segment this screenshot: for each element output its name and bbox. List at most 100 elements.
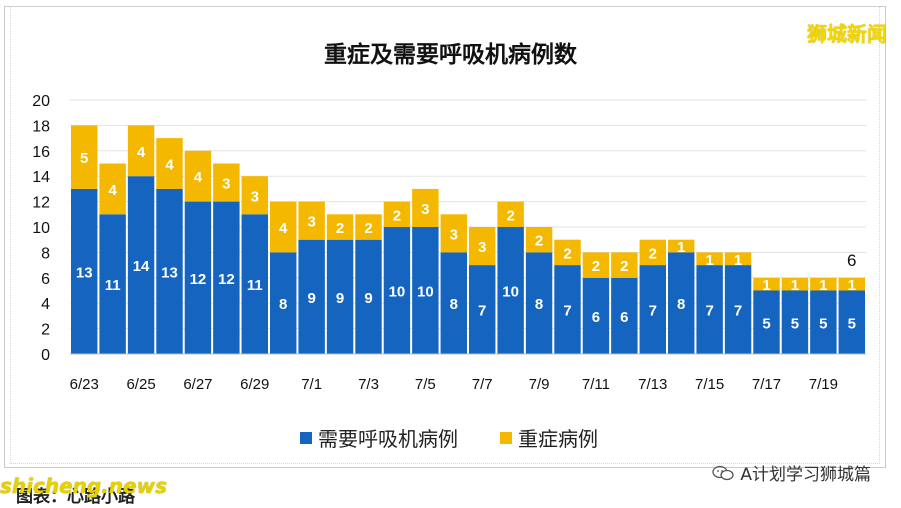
data-label-severe: 2 xyxy=(649,245,657,262)
bar-severe xyxy=(213,163,240,202)
bar-severe xyxy=(611,252,638,278)
data-label-severe: 3 xyxy=(222,176,230,193)
data-label-severe: 2 xyxy=(506,207,514,224)
bar-resp xyxy=(810,290,837,354)
legend: 需要呼吸机病例 重症病例 xyxy=(300,423,640,452)
bar-resp xyxy=(127,176,155,354)
y-tick-label: 8 xyxy=(41,245,50,262)
bar-severe xyxy=(156,138,183,189)
data-label-severe: 2 xyxy=(336,220,344,237)
x-tick-label: 6/29 xyxy=(240,376,269,393)
y-tick-label: 2 xyxy=(41,322,50,339)
bar-resp xyxy=(156,188,183,354)
y-tick-label: 6 xyxy=(41,271,50,288)
data-label-resp: 12 xyxy=(218,271,235,288)
data-label-resp: 8 xyxy=(450,296,458,313)
data-label-resp: 5 xyxy=(819,315,827,332)
bar-resp xyxy=(241,214,268,354)
y-tick-label: 18 xyxy=(32,118,50,135)
x-tick-label: 7/3 xyxy=(358,376,379,393)
bar-severe xyxy=(639,239,666,266)
bar-severe xyxy=(355,214,382,240)
data-label-resp: 12 xyxy=(190,271,207,288)
data-label-severe: 1 xyxy=(762,277,770,294)
data-label-severe: 1 xyxy=(848,277,856,294)
bar-resp xyxy=(611,277,638,354)
y-tick-label: 10 xyxy=(32,220,50,237)
bar-severe xyxy=(270,201,297,253)
bar-resp xyxy=(497,227,524,354)
bar-resp xyxy=(184,201,212,354)
data-label-resp: 14 xyxy=(133,258,150,275)
legend-swatch-severe xyxy=(500,431,512,444)
bar-severe xyxy=(99,163,126,215)
data-label-resp: 13 xyxy=(161,264,178,281)
legend-label-resp: 需要呼吸机病例 xyxy=(318,427,458,451)
data-label-severe: 2 xyxy=(592,258,600,275)
x-tick-label: 7/9 xyxy=(529,376,550,393)
data-label-resp: 8 xyxy=(535,296,543,313)
bar-severe xyxy=(696,252,723,266)
bar-resp xyxy=(383,227,411,354)
data-label-severe: 1 xyxy=(734,252,742,269)
data-label-resp: 9 xyxy=(364,290,372,307)
data-label-severe: 1 xyxy=(791,277,799,294)
wechat-icon xyxy=(712,465,735,480)
data-label-resp: 11 xyxy=(247,277,263,294)
bar-severe xyxy=(554,239,581,266)
bar-severe xyxy=(326,214,354,240)
data-label-resp: 8 xyxy=(279,296,287,313)
data-label-severe: 3 xyxy=(421,201,429,218)
data-label-resp: 7 xyxy=(734,303,742,320)
legend-item-resp: 需要呼吸机病例 xyxy=(300,423,458,452)
data-label-severe: 4 xyxy=(137,144,146,161)
x-tick-label: 7/5 xyxy=(415,376,436,393)
data-label-severe: 5 xyxy=(80,150,88,167)
bar-severe xyxy=(497,201,524,227)
bar-severe xyxy=(724,252,752,266)
x-tick-label: 6/25 xyxy=(126,376,155,393)
bar-resp xyxy=(724,265,752,354)
data-label-resp: 7 xyxy=(478,303,486,320)
x-tick-label: 7/17 xyxy=(752,376,781,393)
bar-severe xyxy=(525,227,553,253)
x-tick-label: 7/13 xyxy=(638,376,667,393)
data-label-severe: 3 xyxy=(478,239,486,256)
data-label-severe: 1 xyxy=(677,239,685,256)
y-tick-label: 14 xyxy=(32,169,50,186)
data-label-severe: 4 xyxy=(165,157,174,174)
bar-severe xyxy=(298,201,325,240)
data-label-resp: 5 xyxy=(791,315,799,332)
data-label-severe: 4 xyxy=(108,182,117,199)
bar-severe xyxy=(440,214,467,253)
data-label-resp: 11 xyxy=(105,277,121,294)
data-label-resp: 7 xyxy=(563,303,571,320)
x-tick-label: 7/19 xyxy=(809,376,838,393)
data-label-severe: 3 xyxy=(450,226,458,243)
bar-resp xyxy=(270,252,297,354)
bar-resp xyxy=(355,239,382,354)
watermark: 狮城新闻 xyxy=(807,22,887,46)
bar-severe xyxy=(781,277,809,291)
bar-severe xyxy=(184,150,212,202)
y-tick-label: 0 xyxy=(41,347,50,364)
bar-resp xyxy=(668,252,695,354)
data-label-resp: 13 xyxy=(76,264,93,281)
bar-resp xyxy=(412,227,439,354)
x-tick-label: 7/15 xyxy=(695,376,724,393)
legend-label-severe: 重症病例 xyxy=(518,427,598,451)
data-label-severe: 4 xyxy=(279,220,288,237)
bar-resp xyxy=(469,265,496,354)
bar-resp xyxy=(525,252,553,354)
source-label: A计划学习狮城篇 xyxy=(712,460,871,485)
total-annotation: 6 xyxy=(847,251,856,270)
x-tick-label: 6/23 xyxy=(70,376,99,393)
bar-severe xyxy=(241,176,268,215)
bar-severe xyxy=(127,125,155,177)
data-label-severe: 2 xyxy=(535,233,543,250)
data-label-resp: 5 xyxy=(848,315,856,332)
x-tick-label: 7/11 xyxy=(582,376,610,393)
y-tick-label: 12 xyxy=(32,195,50,212)
bar-resp xyxy=(554,265,581,354)
